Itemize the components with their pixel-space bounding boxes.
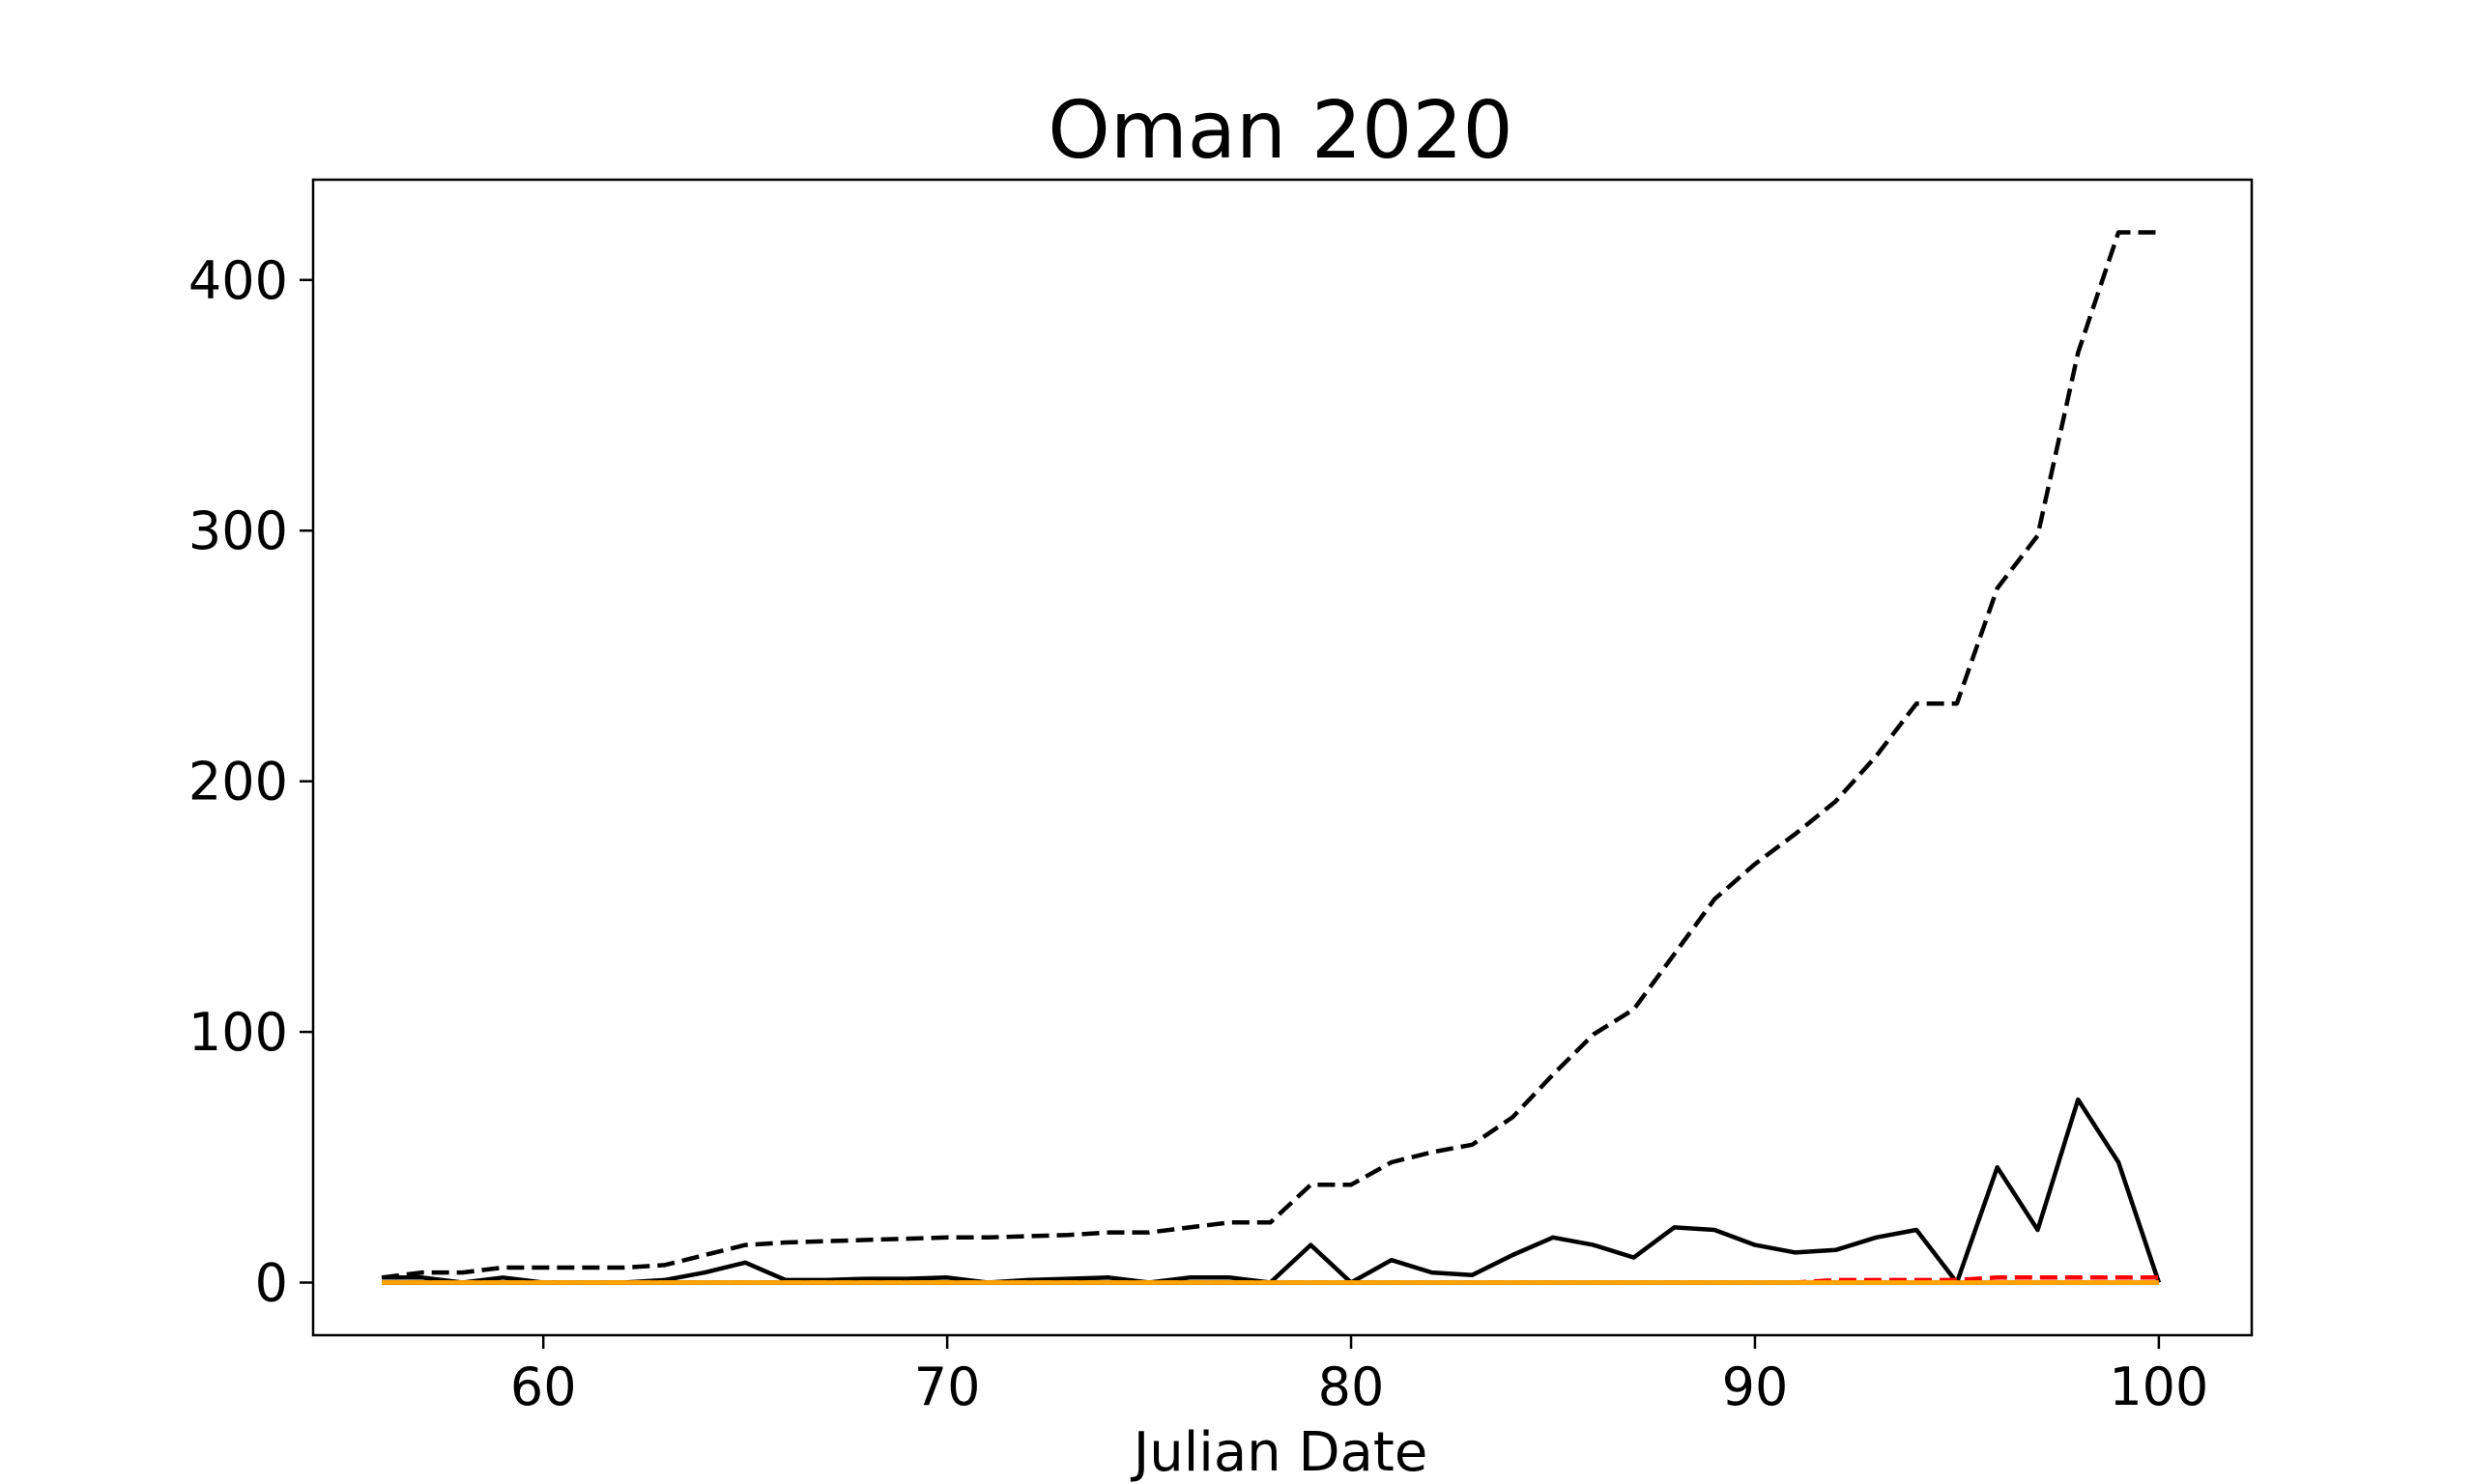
x-tick-label-2: 80 [1318, 1356, 1385, 1417]
plot-frame [311, 178, 2254, 1337]
y-tick-label-3: 300 [188, 500, 288, 561]
y-tick-label-0: 0 [255, 1253, 288, 1314]
x-axis-label: Julian Date [1131, 1421, 1428, 1484]
series-line-2 [382, 1097, 2162, 1285]
x-tick-label-4: 100 [2109, 1356, 2208, 1417]
y-tick-label-2: 200 [188, 752, 288, 813]
y-axis: 0 100 200 300 400 [188, 250, 313, 1314]
x-tick-label-1: 70 [914, 1356, 981, 1417]
series-line-1 [381, 230, 2159, 1280]
chart-title: Oman 2020 [1048, 85, 1512, 177]
x-tick-label-0: 60 [510, 1356, 577, 1417]
x-axis: 60 70 80 90 100 [510, 1335, 2208, 1417]
y-tick-label-4: 400 [188, 250, 288, 311]
series-layer [381, 230, 2162, 1285]
y-tick-label-1: 100 [188, 1002, 288, 1063]
x-tick-label-3: 90 [1722, 1356, 1789, 1417]
